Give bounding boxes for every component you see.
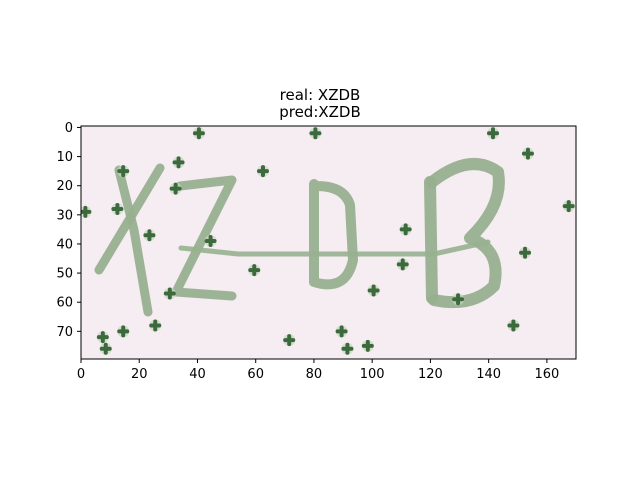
noise-point	[309, 127, 322, 140]
x-tick-label: 20	[131, 367, 148, 382]
y-tick-label: 10	[56, 150, 73, 165]
noise-point	[452, 293, 465, 306]
figure-title-pred: pred:XZDB	[279, 103, 361, 121]
captcha-glyphs	[81, 127, 575, 355]
noise-point	[163, 287, 176, 300]
noise-point	[487, 127, 500, 140]
noise-point	[169, 182, 182, 195]
noise-point	[361, 339, 374, 352]
x-tick-label: 60	[247, 367, 264, 382]
axes-frame	[80, 125, 577, 360]
x-tick-label: 0	[77, 367, 85, 382]
glyph-d	[309, 179, 358, 290]
y-axis: 0 10 20 30 40 50 60 70	[56, 121, 81, 340]
noise-point	[81, 205, 92, 218]
noise-point	[283, 334, 296, 347]
noise-point	[172, 156, 185, 169]
noise-point	[519, 246, 532, 259]
noise-point	[111, 203, 124, 216]
noise-point	[149, 319, 162, 332]
noise-point	[396, 258, 409, 271]
noise-point	[335, 325, 348, 338]
noise-point	[96, 331, 109, 344]
x-tick-label: 120	[418, 367, 443, 382]
noise-point	[367, 284, 380, 297]
noise-point	[248, 264, 261, 277]
glyph-b	[424, 158, 505, 309]
noise-point	[341, 342, 354, 355]
noise-point	[204, 235, 217, 248]
noise-point	[562, 200, 575, 213]
y-tick-label: 20	[56, 179, 73, 194]
glyph-x	[94, 163, 165, 317]
y-tick-label: 70	[56, 325, 73, 340]
y-tick-label: 60	[56, 296, 73, 311]
noise-line	[178, 239, 491, 257]
x-tick-label: 40	[189, 367, 206, 382]
glyph-z	[171, 175, 237, 301]
x-tick-label: 100	[360, 367, 385, 382]
noise-point	[521, 147, 534, 160]
noise-point	[143, 229, 156, 242]
noise-point	[399, 223, 412, 236]
y-tick-label: 0	[65, 121, 73, 136]
noise-point	[117, 165, 130, 178]
noise-points	[81, 127, 575, 355]
noise-point	[256, 165, 269, 178]
x-tick-label: 140	[476, 367, 501, 382]
x-axis: 0 20 40 60 80 100 120 140 160	[77, 359, 559, 382]
x-tick-label: 160	[534, 367, 559, 382]
noise-point	[99, 342, 112, 355]
y-tick-label: 30	[56, 208, 73, 223]
noise-point	[507, 319, 520, 332]
y-tick-label: 40	[56, 237, 73, 252]
y-tick-label: 50	[56, 267, 73, 282]
figure-title-real: real: XZDB	[279, 86, 361, 104]
noise-point	[117, 325, 130, 338]
noise-point	[192, 127, 205, 140]
x-tick-label: 80	[306, 367, 323, 382]
